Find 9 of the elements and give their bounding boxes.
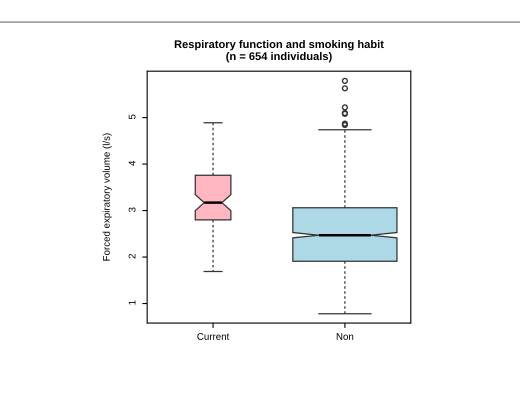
chart-title: Respiratory function and smoking habit (n = 654 individuals) xyxy=(174,40,384,62)
y-axis-title: Forced expiratory volume (l/s) xyxy=(102,133,112,261)
y-tick-label: 4 xyxy=(128,160,136,166)
y-tick-label: 5 xyxy=(128,114,136,120)
y-tick-label: 3 xyxy=(128,207,136,212)
y-tick-label: 2 xyxy=(128,254,136,258)
x-tick-label: Current xyxy=(197,333,230,340)
x-tick-label: Non xyxy=(336,333,354,340)
y-tick-label: 1 xyxy=(128,300,136,305)
